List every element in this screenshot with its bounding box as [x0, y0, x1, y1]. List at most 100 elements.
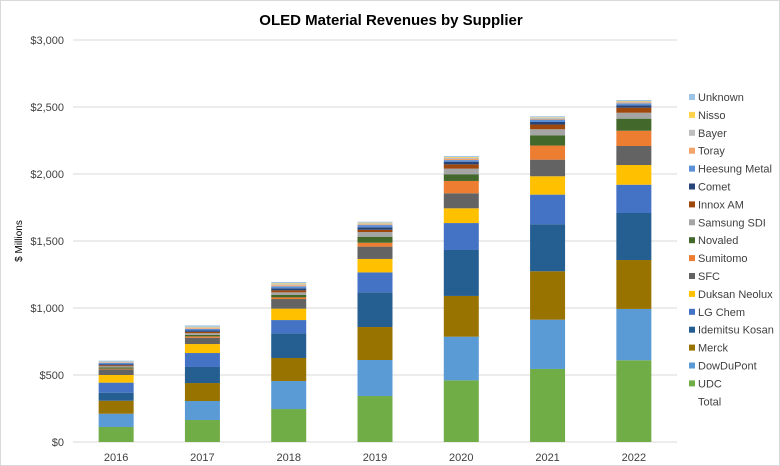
- legend-swatch: [689, 165, 695, 172]
- bar-segment-samsung-sdi: [443, 168, 479, 175]
- legend-label: Sumitomo: [698, 253, 748, 265]
- bar-segment-novaled: [616, 118, 652, 131]
- legend-swatch: [689, 290, 695, 297]
- bar-segment-lg-chem: [616, 184, 652, 213]
- legend-label: Nisso: [698, 110, 726, 122]
- bar-segment-unknown: [357, 221, 393, 223]
- x-tick-label: 2016: [104, 452, 128, 464]
- y-tick-label: $3,000: [30, 35, 64, 47]
- legend-label: DowDuPont: [698, 361, 757, 373]
- bar-segment-merck: [184, 383, 220, 401]
- bar-segment-heesung-metal: [616, 103, 652, 106]
- bar-segment-dowdupont: [271, 381, 307, 410]
- bar-segment-sumitomo: [443, 180, 479, 194]
- bar-segment-bayer: [184, 327, 220, 329]
- y-tick-label: $2,500: [30, 102, 64, 114]
- bar-segment-lg-chem: [530, 194, 566, 225]
- legend-swatch: [689, 308, 695, 315]
- x-tick-label: 2021: [535, 452, 559, 464]
- bar-segment-duksan-neolux: [357, 258, 393, 273]
- bar-segment-novaled: [443, 174, 479, 181]
- bar-segment-toray: [530, 118, 566, 120]
- legend-label: Innox AM: [698, 199, 744, 211]
- x-axis-ticks: 2016 2017 2018 2019 2020 2021 2022: [104, 452, 646, 464]
- bar-segment-nisso: [184, 326, 220, 328]
- legend-swatch: [689, 129, 695, 136]
- bar-segment-udc: [616, 360, 652, 442]
- x-tick-label: 2022: [622, 452, 646, 464]
- bar-segment-idemitsu-kosan: [184, 366, 220, 384]
- bar-segment-sfc: [271, 299, 307, 309]
- bar-segment-udc: [271, 409, 307, 442]
- legend-swatch: [689, 237, 695, 244]
- bar-segment-comet: [357, 227, 393, 230]
- legend-swatch: [689, 380, 695, 387]
- bar-segment-dowdupont: [184, 400, 220, 421]
- bar-segment-udc: [357, 396, 393, 442]
- legend-swatch: [689, 94, 695, 100]
- bar-segment-udc: [443, 380, 479, 442]
- bar-segment-samsung-sdi: [98, 366, 134, 368]
- bar-segment-duksan-neolux: [271, 308, 307, 321]
- bar-segment-comet: [271, 288, 307, 291]
- legend-label: Novaled: [698, 235, 738, 247]
- bar-segment-samsung-sdi: [184, 333, 220, 335]
- bar-segment-bayer: [530, 117, 566, 119]
- bar-segment-idemitsu-kosan: [98, 392, 134, 401]
- bar-segment-idemitsu-kosan: [530, 224, 566, 272]
- x-tick-label: 2018: [276, 452, 300, 464]
- bar-segment-unknown: [443, 156, 479, 157]
- bar-segment-sumitomo: [184, 336, 220, 338]
- legend-label: Bayer: [698, 128, 727, 140]
- bar-segment-sumitomo: [98, 368, 134, 370]
- legend-swatch: [689, 255, 695, 262]
- legend-label: Heesung Metal: [698, 164, 772, 176]
- bar-segment-duksan-neolux: [616, 165, 652, 185]
- bar-segment-merck: [616, 260, 652, 309]
- y-axis-label: $ Millions: [14, 220, 25, 262]
- bar-segment-comet: [98, 364, 134, 366]
- y-tick-label: $1,000: [30, 303, 64, 315]
- legend-label: Idemitsu Kosan: [698, 325, 774, 337]
- bar-segment-sumitomo: [530, 145, 566, 160]
- legend-label: Duksan Neolux: [698, 289, 773, 301]
- bar-segment-comet: [184, 330, 220, 332]
- bar-segment-bayer: [357, 223, 393, 225]
- legend-swatch: [689, 326, 695, 333]
- legend-label: Merck: [698, 343, 728, 355]
- legend-label-total: Total: [698, 396, 721, 408]
- bar-segment-innox-am: [357, 229, 393, 233]
- x-tick-label: 2019: [363, 452, 387, 464]
- bar-segment-duksan-neolux: [184, 344, 220, 354]
- bar-segment-samsung-sdi: [616, 112, 652, 119]
- legend-label: Toray: [698, 146, 725, 158]
- y-tick-label: $2,000: [30, 169, 64, 181]
- bar-segment-lg-chem: [357, 272, 393, 293]
- bar-segment-merck: [98, 400, 134, 414]
- bar-segment-duksan-neolux: [98, 375, 134, 383]
- bar-segment-udc: [184, 420, 220, 442]
- bar-segment-sfc: [357, 246, 393, 259]
- bar-segment-idemitsu-kosan: [616, 212, 652, 261]
- bar-segment-udc: [530, 368, 566, 442]
- bar-segment-lg-chem: [443, 223, 479, 250]
- bar-segment-comet: [530, 122, 566, 125]
- bar-segment-merck: [530, 271, 566, 320]
- legend-label: SFC: [698, 271, 720, 283]
- bar-segment-bayer: [443, 157, 479, 159]
- bar-segment-idemitsu-kosan: [443, 249, 479, 296]
- bar-segment-sfc: [616, 145, 652, 166]
- y-tick-label: $500: [40, 370, 64, 382]
- bar-segment-sumitomo: [616, 130, 652, 146]
- legend-swatch: [689, 219, 695, 226]
- bars: [98, 100, 652, 442]
- bar-segment-nisso: [357, 222, 393, 224]
- bar-segment-heesung-metal: [530, 119, 566, 123]
- legend: Unknown Nisso Bayer Toray Heesung Metal Comet…: [689, 92, 774, 408]
- bar-segment-sfc: [184, 337, 220, 345]
- bar-segment-novaled: [271, 294, 307, 298]
- bar-segment-heesung-metal: [271, 286, 307, 289]
- legend-swatch: [689, 201, 695, 208]
- chart-title: OLED Material Revenues by Supplier: [259, 12, 523, 29]
